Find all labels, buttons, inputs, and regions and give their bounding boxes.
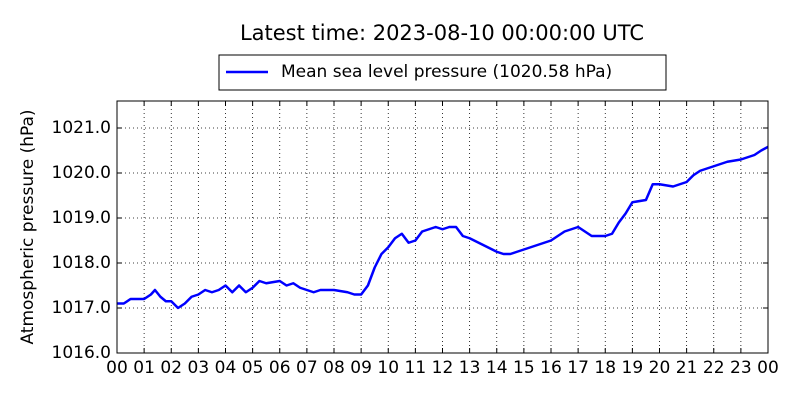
- x-tick-label: 18: [594, 358, 616, 378]
- x-tick-label: 07: [296, 358, 318, 378]
- legend-label: Mean sea level pressure (1020.58 hPa): [281, 62, 612, 82]
- x-tick-label: 12: [432, 358, 454, 378]
- x-tick-label: 09: [350, 358, 372, 378]
- plot-frame: [116, 100, 769, 354]
- x-tick-label: 22: [703, 358, 725, 378]
- x-tick-label: 17: [567, 358, 589, 378]
- x-tick-label: 00: [757, 358, 779, 378]
- legend-box: [218, 54, 667, 91]
- x-tick-label: 02: [160, 358, 182, 378]
- y-tick-label: 1016.0: [52, 343, 111, 363]
- x-tick-label: 21: [676, 358, 698, 378]
- x-tick-label: 14: [486, 358, 508, 378]
- y-tick-label: 1021.0: [52, 118, 111, 138]
- y-tick-label: 1018.0: [52, 253, 111, 273]
- chart-title: Latest time: 2023-08-10 00:00:00 UTC: [240, 21, 644, 45]
- x-tick-label: 01: [133, 358, 155, 378]
- x-tick-label: 05: [242, 358, 264, 378]
- x-tick-label: 06: [269, 358, 291, 378]
- x-tick-label: 00: [106, 358, 128, 378]
- x-tick-label: 10: [377, 358, 399, 378]
- y-tick-label: 1020.0: [52, 163, 111, 183]
- x-tick-label: 23: [730, 358, 752, 378]
- x-tick-label: 11: [405, 358, 427, 378]
- y-tick-label: 1017.0: [52, 298, 111, 318]
- x-tick-label: 08: [323, 358, 345, 378]
- x-tick-label: 15: [513, 358, 535, 378]
- y-tick-label: 1019.0: [52, 208, 111, 228]
- x-tick-label: 13: [459, 358, 481, 378]
- x-tick-label: 19: [622, 358, 644, 378]
- x-tick-label: 04: [215, 358, 237, 378]
- y-axis-label: Atmospheric pressure (hPa): [18, 109, 38, 344]
- x-tick-label: 16: [540, 358, 562, 378]
- x-tick-label: 20: [649, 358, 671, 378]
- data-line: [117, 145, 769, 310]
- x-tick-label: 03: [188, 358, 210, 378]
